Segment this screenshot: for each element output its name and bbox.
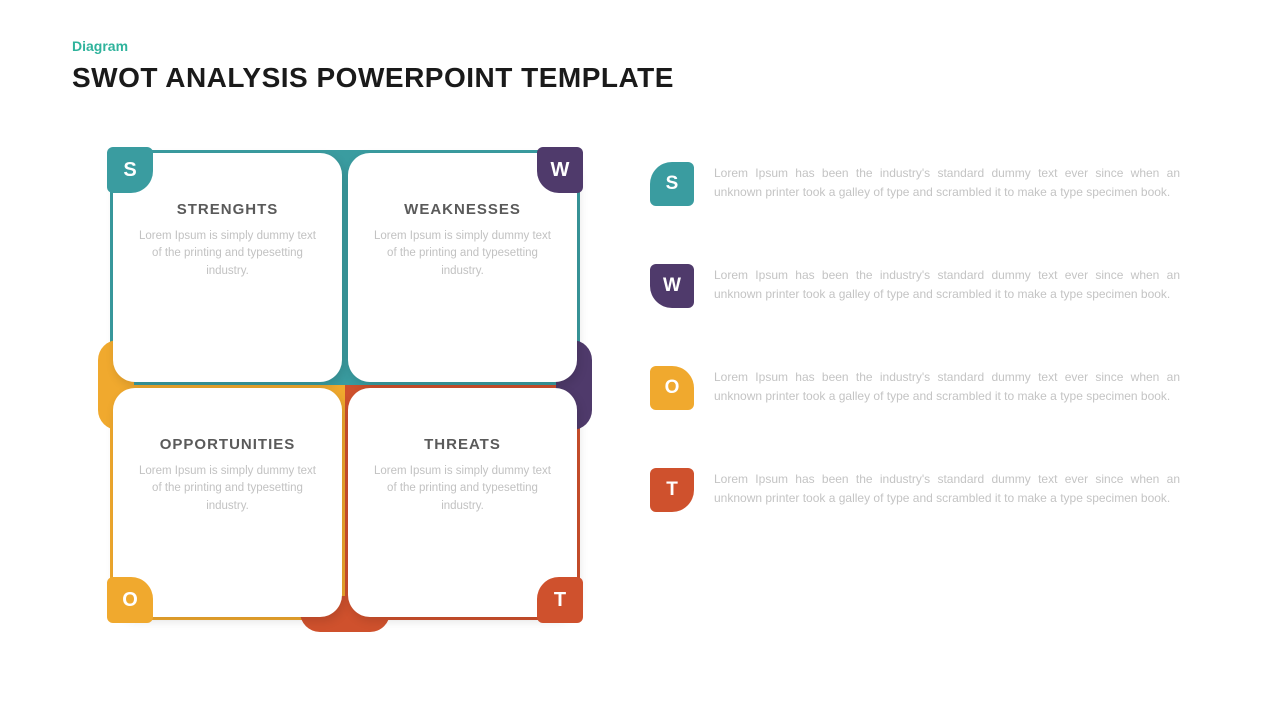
category-label: Diagram (72, 38, 674, 54)
swot-cell-threats: T THREATS Lorem Ipsum is simply dummy te… (348, 388, 577, 617)
list-badge-s: S (650, 162, 694, 206)
swot-cell-strengths: S STRENGHTS Lorem Ipsum is simply dummy … (113, 153, 342, 382)
badge-w: W (537, 147, 583, 193)
cell-title: THREATS (370, 436, 555, 453)
list-badge-w: W (650, 264, 694, 308)
swot-grid: S STRENGHTS Lorem Ipsum is simply dummy … (110, 150, 580, 620)
cell-title: STRENGHTS (135, 201, 320, 218)
main-content: S STRENGHTS Lorem Ipsum is simply dummy … (110, 150, 1180, 620)
cell-desc: Lorem Ipsum is simply dummy text of the … (135, 463, 320, 515)
swot-diagram: S STRENGHTS Lorem Ipsum is simply dummy … (110, 150, 580, 620)
swot-list: S Lorem Ipsum has been the industry's st… (650, 150, 1180, 620)
cell-desc: Lorem Ipsum is simply dummy text of the … (370, 463, 555, 515)
swot-cell-weaknesses: W WEAKNESSES Lorem Ipsum is simply dummy… (348, 153, 577, 382)
list-text: Lorem Ipsum has been the industry's stan… (714, 468, 1180, 508)
list-item-t: T Lorem Ipsum has been the industry's st… (650, 468, 1180, 512)
list-text: Lorem Ipsum has been the industry's stan… (714, 264, 1180, 304)
badge-t: T (537, 577, 583, 623)
list-item-w: W Lorem Ipsum has been the industry's st… (650, 264, 1180, 308)
list-item-o: O Lorem Ipsum has been the industry's st… (650, 366, 1180, 410)
list-badge-o: O (650, 366, 694, 410)
list-badge-t: T (650, 468, 694, 512)
list-item-s: S Lorem Ipsum has been the industry's st… (650, 162, 1180, 206)
list-text: Lorem Ipsum has been the industry's stan… (714, 162, 1180, 202)
cell-desc: Lorem Ipsum is simply dummy text of the … (370, 228, 555, 280)
swot-cell-opportunities: O OPPORTUNITIES Lorem Ipsum is simply du… (113, 388, 342, 617)
cell-title: WEAKNESSES (370, 201, 555, 218)
cell-desc: Lorem Ipsum is simply dummy text of the … (135, 228, 320, 280)
page-title: SWOT ANALYSIS POWERPOINT TEMPLATE (72, 62, 674, 94)
page-header: Diagram SWOT ANALYSIS POWERPOINT TEMPLAT… (72, 38, 674, 94)
badge-s: S (107, 147, 153, 193)
cell-title: OPPORTUNITIES (135, 436, 320, 453)
list-text: Lorem Ipsum has been the industry's stan… (714, 366, 1180, 406)
badge-o: O (107, 577, 153, 623)
